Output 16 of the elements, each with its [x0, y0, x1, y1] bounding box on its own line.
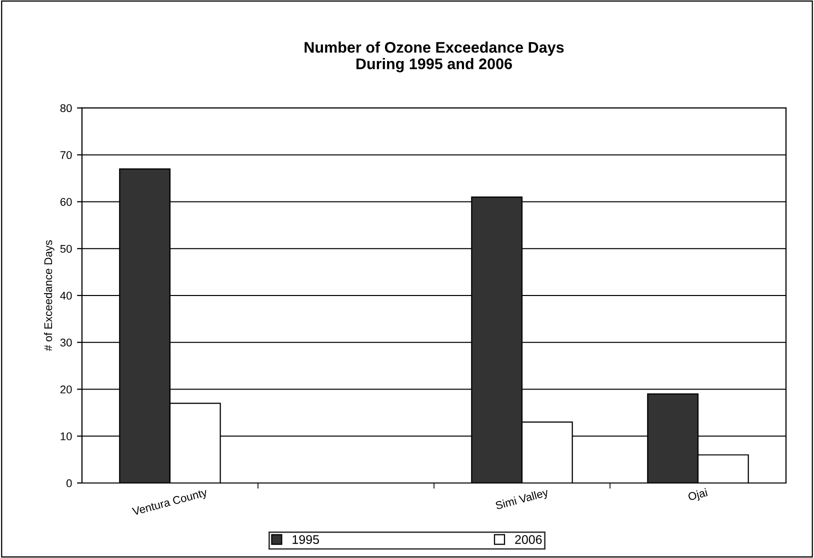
x-tick-label: Ventura County: [132, 488, 208, 518]
chart-title: Number of Ozone Exceedance Days During 1995 and 2006: [304, 42, 564, 72]
x-tick-label: Simi Valley: [494, 488, 550, 512]
y-tick-label: 20: [60, 386, 72, 394]
y-axis-title: # of Exceedance Days: [44, 240, 54, 352]
y-tick-label: 40: [60, 292, 72, 300]
y-tick-label: 70: [60, 151, 72, 159]
y-tick-label: 50: [60, 244, 72, 253]
y-tick-label: 60: [60, 198, 72, 206]
y-tick-label: 30: [60, 338, 72, 347]
y-tick-label: 80: [60, 104, 72, 112]
x-tick-label: Ojai: [688, 488, 708, 503]
y-tick-label: 0: [66, 479, 72, 488]
y-tick-label: 10: [60, 432, 72, 440]
legend-label: 2006: [515, 535, 542, 544]
legend-label: 1995: [292, 535, 319, 544]
